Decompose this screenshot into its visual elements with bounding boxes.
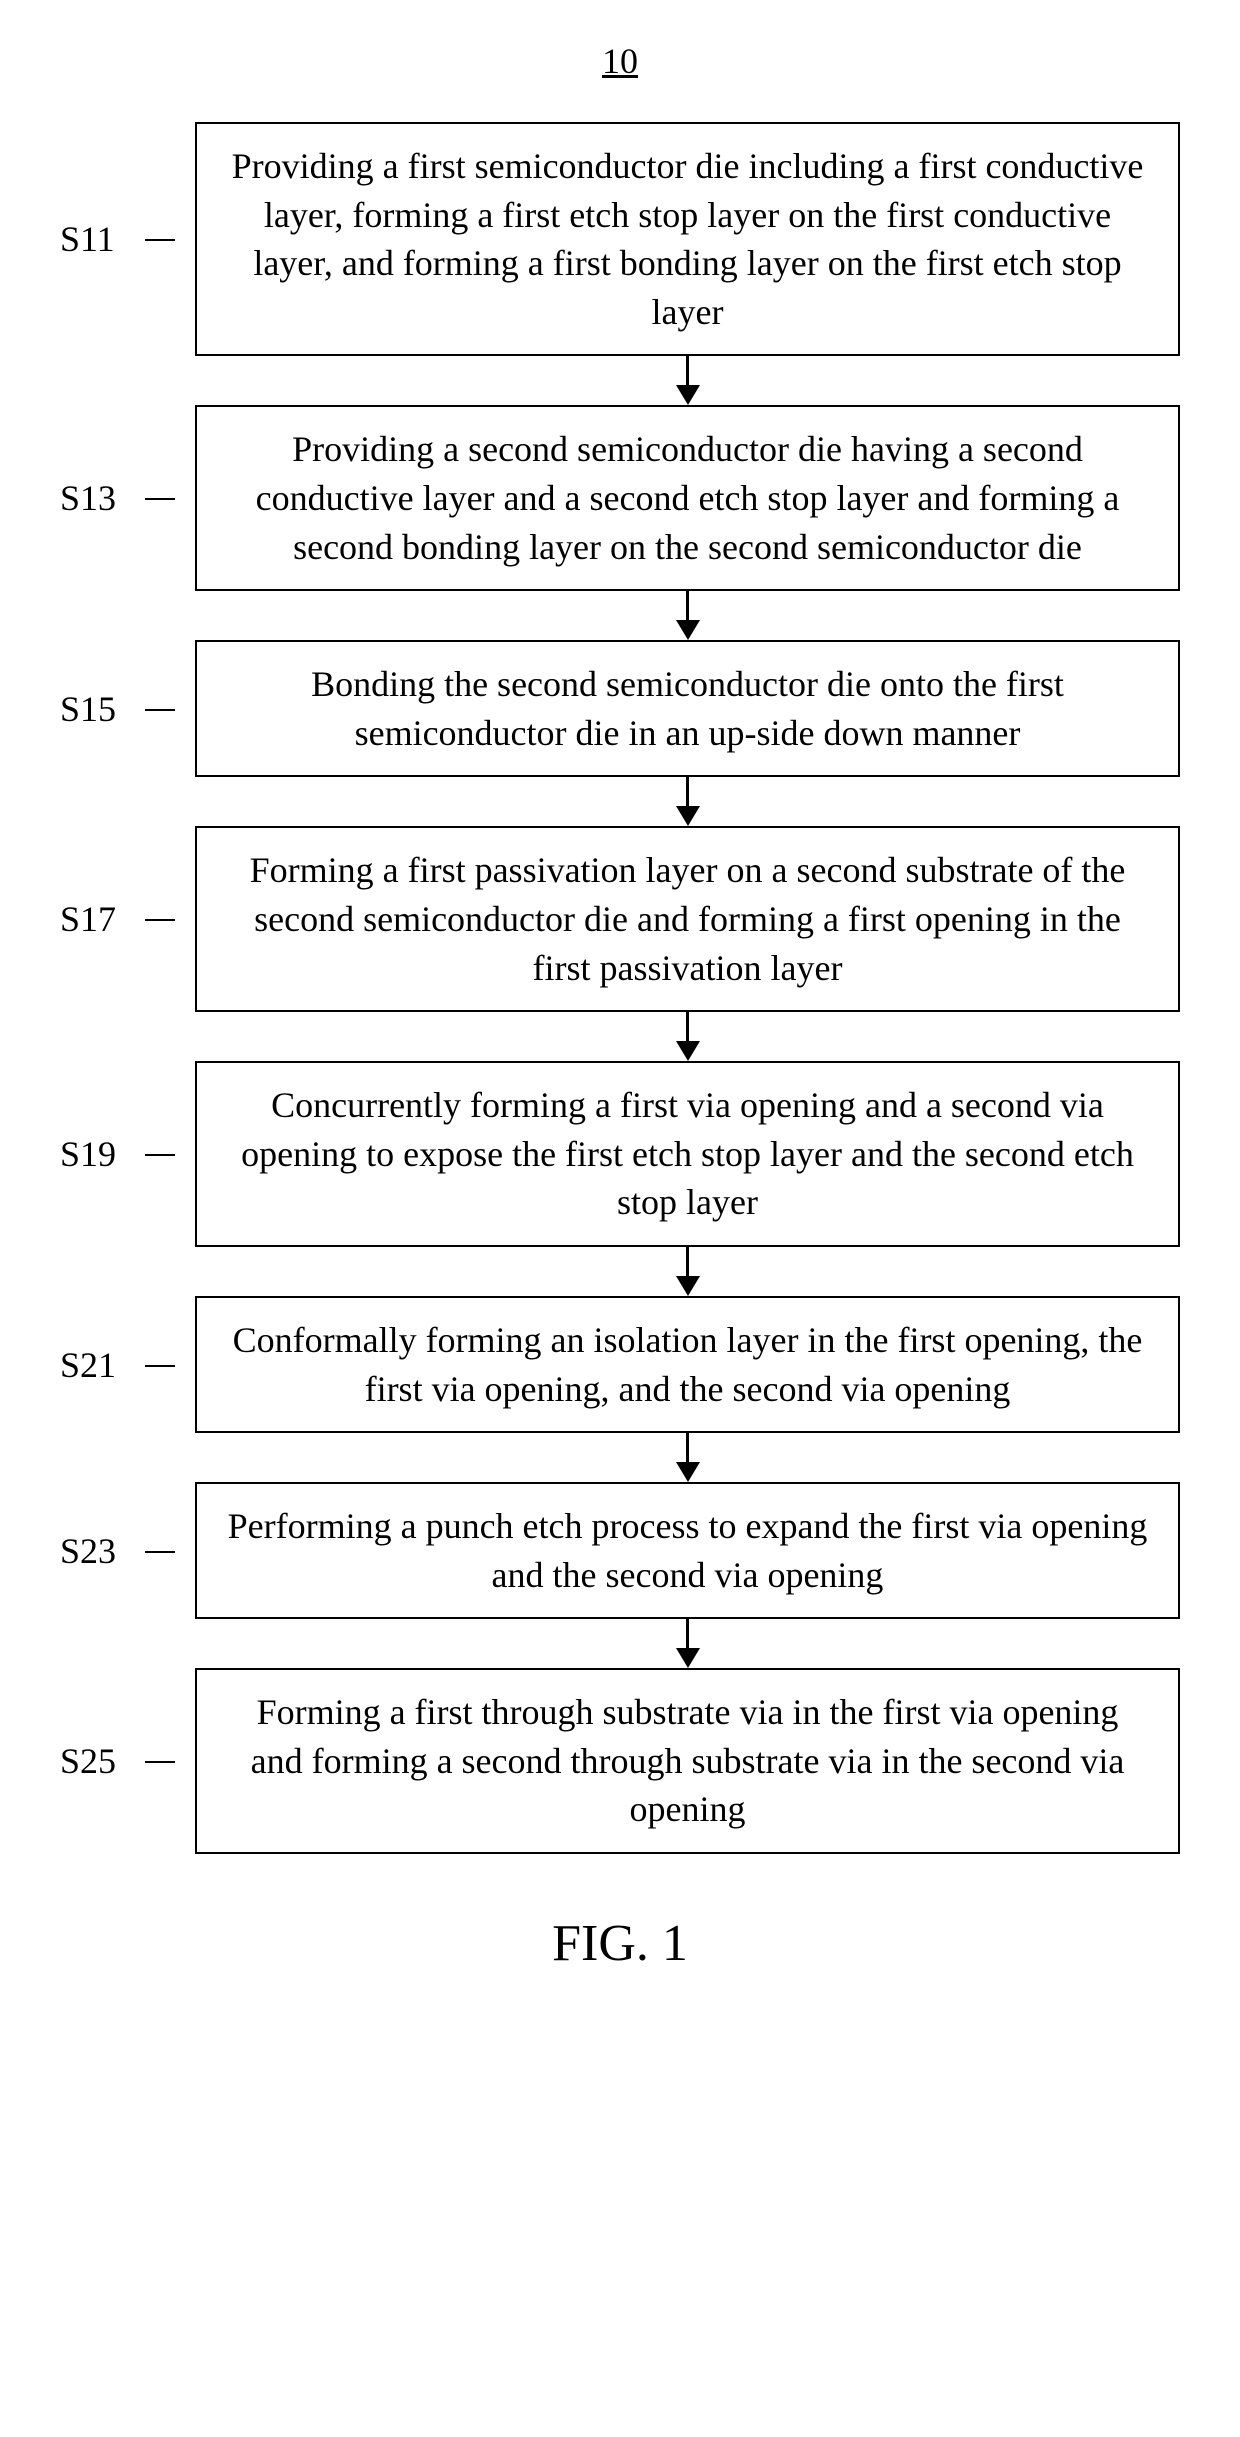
step-label: S13 [60, 477, 170, 519]
flow-arrow [60, 1433, 1180, 1482]
arrow-head-icon [676, 1276, 700, 1296]
step-box: Conformally forming an isolation layer i… [195, 1296, 1180, 1433]
step-label: S15 [60, 688, 170, 730]
step-box: Concurrently forming a first via opening… [195, 1061, 1180, 1247]
step-label: S21 [60, 1344, 170, 1386]
flowchart-step: S17 Forming a first passivation layer on … [60, 826, 1180, 1012]
flow-arrow [60, 1012, 1180, 1061]
arrow-line [686, 591, 689, 621]
label-connector-line [145, 919, 175, 921]
step-label: S23 [60, 1530, 170, 1572]
label-connector-line [145, 1365, 175, 1367]
arrow-line [686, 356, 689, 386]
arrow-head-icon [676, 385, 700, 405]
flow-arrow [60, 1247, 1180, 1296]
flow-arrow [60, 356, 1180, 405]
flow-arrow [60, 1619, 1180, 1668]
arrow-head-icon [676, 806, 700, 826]
arrow-head-icon [676, 1462, 700, 1482]
flowchart-step: S15 Bonding the second semiconductor die … [60, 640, 1180, 777]
arrow-line [686, 777, 689, 807]
label-connector-line [145, 239, 175, 241]
figure-label: FIG. 1 [60, 1914, 1180, 1973]
step-box: Providing a first semiconductor die incl… [195, 122, 1180, 356]
label-connector-line [145, 1154, 175, 1156]
step-box: Providing a second semiconductor die hav… [195, 405, 1180, 591]
step-label: S25 [60, 1740, 170, 1782]
arrow-line [686, 1247, 689, 1277]
flow-arrow [60, 591, 1180, 640]
label-connector-line [145, 1761, 175, 1763]
arrow-head-icon [676, 1648, 700, 1668]
flowchart-container: S11 Providing a first semiconductor die i… [60, 122, 1180, 1854]
flowchart-step: S13 Providing a second semiconductor die … [60, 405, 1180, 591]
step-label: S19 [60, 1133, 170, 1175]
step-box: Performing a punch etch process to expan… [195, 1482, 1180, 1619]
arrow-line [686, 1433, 689, 1463]
arrow-line [686, 1012, 689, 1042]
flowchart-step: S19 Concurrently forming a first via open… [60, 1061, 1180, 1247]
label-connector-line [145, 709, 175, 711]
arrow-line [686, 1619, 689, 1649]
flowchart-step: S25 Forming a first through substrate via… [60, 1668, 1180, 1854]
flowchart-step: S11 Providing a first semiconductor die i… [60, 122, 1180, 356]
step-label: S17 [60, 898, 170, 940]
label-connector-line [145, 1551, 175, 1553]
diagram-title: 10 [602, 40, 638, 82]
flowchart-step: S23 Performing a punch etch process to ex… [60, 1482, 1180, 1619]
arrow-head-icon [676, 1041, 700, 1061]
step-box: Forming a first through substrate via in… [195, 1668, 1180, 1854]
step-box: Forming a first passivation layer on a s… [195, 826, 1180, 1012]
flowchart-step: S21 Conformally forming an isolation laye… [60, 1296, 1180, 1433]
step-box: Bonding the second semiconductor die ont… [195, 640, 1180, 777]
flow-arrow [60, 777, 1180, 826]
step-label: S11 [60, 218, 170, 260]
label-connector-line [145, 498, 175, 500]
arrow-head-icon [676, 620, 700, 640]
